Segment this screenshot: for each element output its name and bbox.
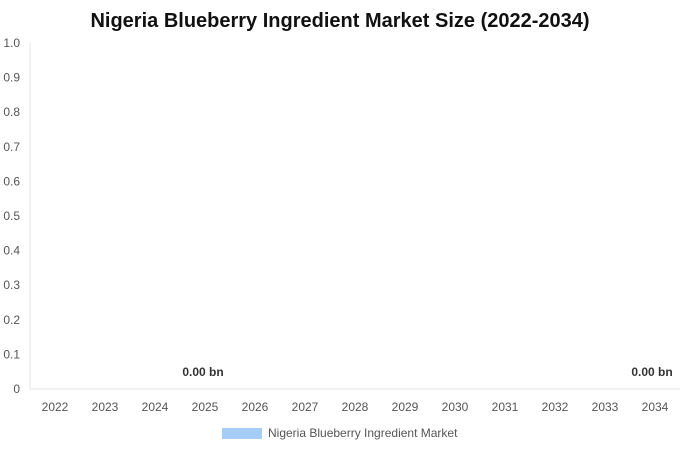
legend: Nigeria Blueberry Ingredient Market (222, 426, 458, 440)
y-tick-label: 1.0 (3, 36, 20, 50)
x-tick-label: 2027 (292, 400, 319, 414)
y-tick-label: 0 (13, 382, 20, 396)
y-tick-label: 0.7 (3, 140, 20, 154)
legend-swatch (222, 428, 262, 439)
x-tick-label: 2023 (92, 400, 119, 414)
y-tick-label: 0.2 (3, 313, 20, 327)
data-labels: 0.00 bn 0.00 bn (182, 365, 672, 379)
x-tick-label: 2026 (242, 400, 269, 414)
y-axis-ticks: 0 0.1 0.2 0.3 0.4 0.5 0.6 0.7 0.8 0.9 1.0 (3, 36, 20, 396)
chart-axes (29, 43, 680, 390)
y-tick-label: 0.5 (3, 209, 20, 223)
chart-title: Nigeria Blueberry Ingredient Market Size… (90, 10, 589, 32)
x-tick-label: 2034 (642, 400, 669, 414)
y-tick-label: 0.3 (3, 278, 20, 292)
x-tick-label: 2029 (392, 400, 419, 414)
y-tick-label: 0.9 (3, 71, 20, 85)
data-label: 0.00 bn (631, 365, 672, 379)
x-tick-label: 2024 (142, 400, 169, 414)
y-tick-label: 0.6 (3, 174, 20, 188)
y-tick-label: 0.4 (3, 244, 20, 258)
x-tick-label: 2033 (592, 400, 619, 414)
y-tick-label: 0.8 (3, 105, 20, 119)
x-tick-label: 2030 (442, 400, 469, 414)
x-tick-label: 2028 (342, 400, 369, 414)
x-tick-label: 2025 (192, 400, 219, 414)
data-label: 0.00 bn (182, 365, 223, 379)
y-tick-label: 0.1 (3, 347, 20, 361)
x-tick-label: 2032 (542, 400, 569, 414)
x-tick-label: 2022 (42, 400, 69, 414)
x-axis-ticks: 2022 2023 2024 2025 2026 2027 2028 2029 2030 2031… (42, 400, 669, 414)
x-tick-label: 2031 (492, 400, 519, 414)
legend-label: Nigeria Blueberry Ingredient Market (268, 426, 458, 440)
